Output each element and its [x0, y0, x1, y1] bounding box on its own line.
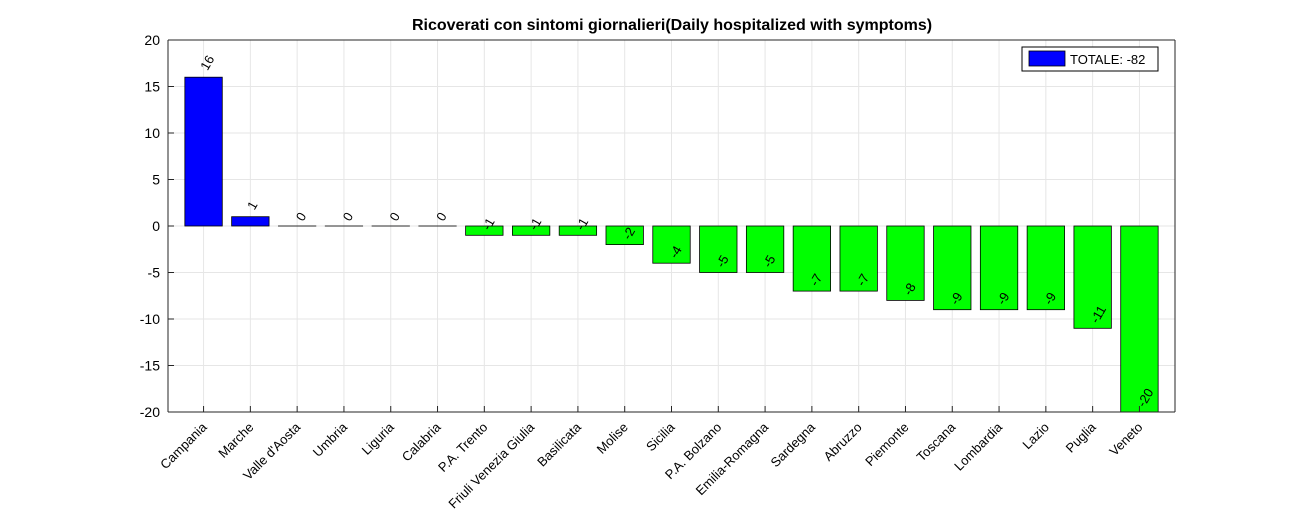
category-label: Lombardia [951, 419, 1006, 474]
axes [167, 39, 1176, 413]
legend: TOTALE: -82 [1021, 46, 1159, 72]
data-label: 1 [244, 198, 261, 212]
bar [652, 225, 691, 264]
y-tick-label: 15 [144, 79, 160, 95]
data-label: 0 [293, 210, 310, 224]
y-tick-label: 5 [152, 172, 160, 188]
legend-label: TOTALE: -82 [1070, 52, 1145, 67]
data-label: 0 [340, 210, 357, 224]
y-tick-label: -20 [140, 404, 160, 420]
category-label: Liguria [359, 419, 398, 458]
bars [184, 76, 1159, 413]
category-label: Toscana [914, 419, 959, 464]
category-label: Marche [215, 420, 256, 461]
y-tick-label: 0 [152, 218, 160, 234]
bar [1073, 225, 1112, 329]
category-label: Campania [157, 419, 210, 472]
legend-swatch [1028, 50, 1066, 67]
bar [979, 225, 1019, 311]
category-label: Sardegna [768, 419, 819, 470]
data-label: 16 [197, 53, 217, 73]
category-label: Lazio [1019, 420, 1052, 453]
chart-title: Ricoverati con sintomi giornalieri(Daily… [412, 17, 932, 34]
category-label: Basilicata [534, 419, 584, 469]
bar [605, 225, 644, 246]
bar [231, 216, 270, 227]
y-tick-label: 10 [144, 125, 160, 141]
y-tick-label: -5 [148, 265, 161, 281]
category-label: Sicilia [643, 419, 678, 454]
category-label: Veneto [1106, 420, 1145, 459]
bar [792, 225, 831, 292]
category-label: Umbria [310, 419, 351, 460]
bar [184, 76, 223, 227]
y-tick-label: -10 [140, 311, 160, 327]
bar [933, 225, 972, 311]
category-label: Molise [594, 420, 631, 457]
bar [839, 225, 878, 292]
y-tick-label: -15 [140, 358, 160, 374]
category-label: Abruzzo [820, 420, 864, 464]
data-label: 0 [433, 210, 450, 224]
bar [886, 225, 925, 301]
bar [699, 225, 738, 273]
category-label: Friuli Venezia Giulia [445, 419, 537, 511]
bar [1026, 225, 1065, 311]
bar [745, 225, 785, 273]
bar [1120, 225, 1159, 413]
bar [558, 225, 598, 236]
category-label: Puglia [1063, 419, 1100, 456]
y-tick-label: 20 [144, 32, 160, 48]
bar [512, 225, 551, 236]
category-label: Piemonte [862, 420, 911, 469]
data-label: 0 [386, 210, 403, 224]
bar [465, 225, 504, 236]
y-axis-ticks: 20 15 10 5 0 -5 -10 -15 -20 [140, 32, 160, 420]
category-label: Calabria [399, 419, 444, 464]
